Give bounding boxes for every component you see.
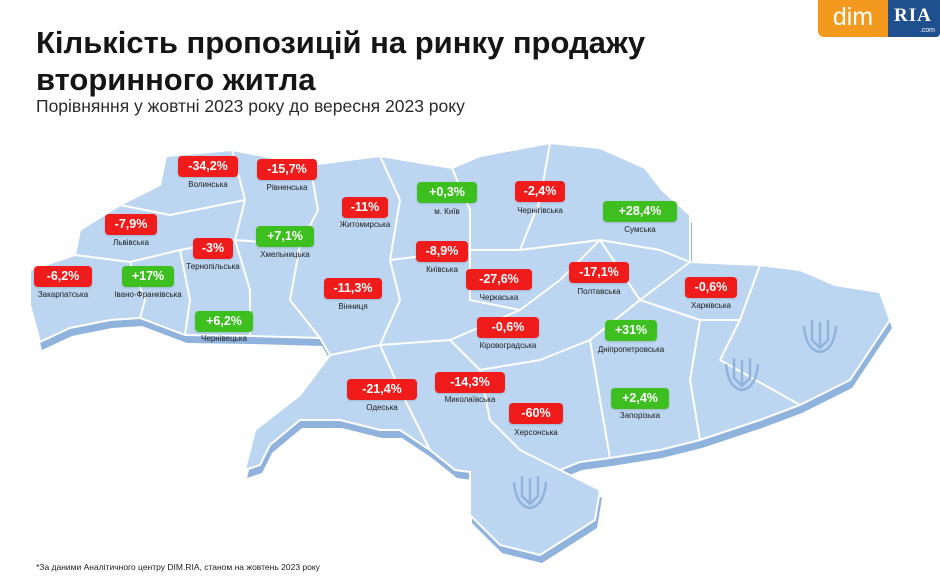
region-name-label: Миколаївська (444, 395, 496, 404)
region-change-badge[interactable]: -6,2% (34, 266, 92, 287)
region-change-badge[interactable]: +28,4% (603, 201, 677, 222)
region-name-label: Івано-Франківська (114, 290, 182, 299)
dimria-logo[interactable]: dim RIA .com (818, 0, 940, 37)
region-name-label: Сумська (624, 225, 656, 234)
region-change-badge[interactable]: -0,6% (477, 317, 539, 338)
region-name-label: Житомирська (339, 220, 391, 229)
region-name-label: Харківська (691, 301, 731, 310)
region-change-badge[interactable]: -11,3% (324, 278, 382, 299)
trident-icon (724, 358, 760, 392)
region-change-badge[interactable]: -14,3% (435, 372, 505, 393)
trident-emblems (512, 320, 838, 510)
region-change-badge[interactable]: -34,2% (178, 156, 238, 177)
region-change-badge[interactable]: +31% (605, 320, 657, 341)
region-change-badge[interactable]: -15,7% (257, 159, 317, 180)
region-change-badge[interactable]: +7,1% (256, 226, 314, 247)
region-name-label: Чернігівська (517, 206, 563, 215)
region-name-label: Тернопільська (186, 262, 240, 271)
region-change-badge[interactable]: -21,4% (347, 379, 417, 400)
region-name-label: Хмельницька (260, 250, 310, 259)
region-name-label: Рівненська (266, 183, 308, 192)
region-name-label: Чернівецька (201, 334, 247, 343)
region-name-label: Закарпатська (37, 290, 89, 299)
region-name-label: Черкаська (479, 293, 519, 302)
region-name-label: Вінниця (338, 302, 368, 311)
region-change-badge[interactable]: -17,1% (569, 262, 629, 283)
region-name-label: Херсонська (514, 428, 558, 437)
region-change-badge[interactable]: +2,4% (611, 388, 669, 409)
region-change-badge[interactable]: -0,6% (685, 277, 737, 298)
region-change-badge[interactable]: +0,3% (417, 182, 477, 203)
region-change-badge[interactable]: -27,6% (466, 269, 532, 290)
region-change-badge[interactable]: +6,2% (195, 311, 253, 332)
region-change-badge[interactable]: -11% (342, 197, 388, 218)
region-name-label: Київська (426, 265, 458, 274)
trident-icon (802, 320, 838, 354)
region-change-badge[interactable]: +17% (122, 266, 174, 287)
logo-dim: dim (818, 0, 888, 37)
footnote: *За даними Аналітичного центру DIM.RIA, … (36, 562, 320, 572)
trident-icon (512, 476, 548, 510)
region-name-label: Одеська (366, 403, 398, 412)
region-name-label: Запорізька (619, 411, 661, 420)
region-change-badge[interactable]: -8,9% (416, 241, 468, 262)
region-change-badge[interactable]: -7,9% (105, 214, 157, 235)
page-title: Кількість пропозицій на ринку продажу вт… (36, 25, 646, 97)
region-name-label: Волинська (188, 180, 228, 189)
region-name-label: Кіровоградська (479, 341, 537, 350)
logo-ria-text: RIA (894, 5, 932, 26)
logo-ria-domain: .com (919, 27, 935, 34)
region-change-badge[interactable]: -60% (509, 403, 563, 424)
region-name-label: м. Київ (434, 207, 460, 216)
region-name-label: Львівська (113, 238, 149, 247)
region-name-label: Полтавська (577, 287, 621, 296)
logo-ria: RIA .com (888, 0, 940, 37)
region-change-badge[interactable]: -3% (193, 238, 233, 259)
region-name-label: Дніпропетровська (597, 345, 665, 354)
page-subtitle: Порівняння у жовтні 2023 року до вересня… (36, 96, 465, 116)
region-change-badge[interactable]: -2,4% (515, 181, 565, 202)
